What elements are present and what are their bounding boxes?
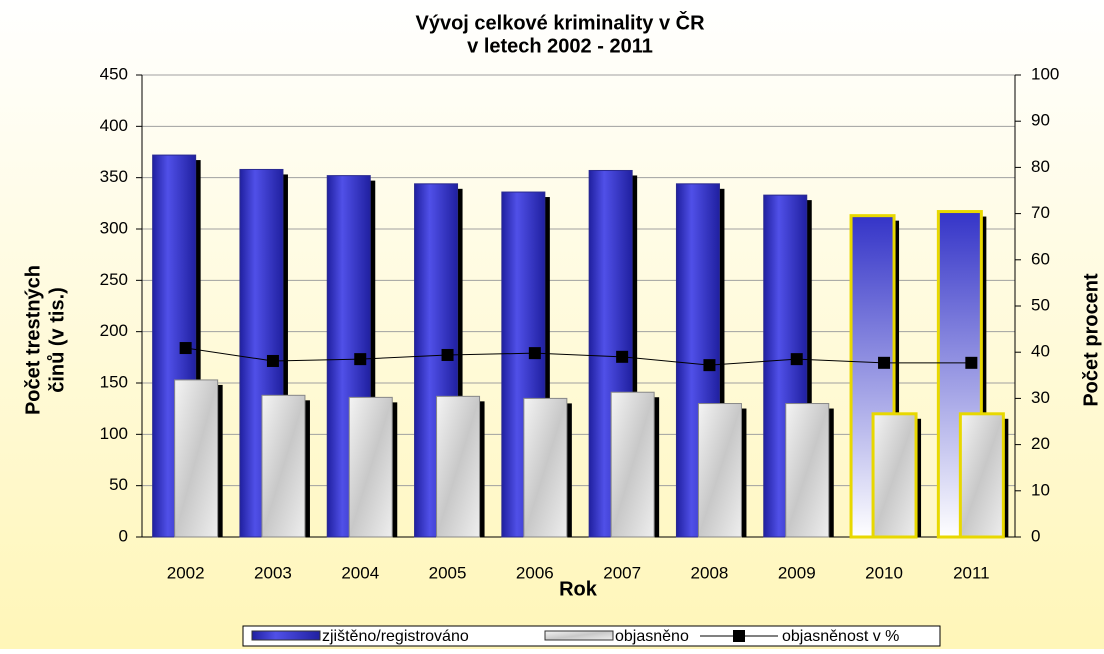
y-tick-label: 50: [109, 475, 128, 494]
y2-tick-label: 60: [1031, 249, 1050, 268]
y2-tick-label: 10: [1031, 480, 1050, 499]
marker: [266, 354, 279, 367]
marker: [441, 348, 454, 361]
legend-label: objasněno: [615, 628, 689, 645]
x-tick-label: 2009: [778, 563, 816, 582]
bar: [174, 379, 219, 538]
y-tick-label: 100: [100, 424, 128, 443]
x-tick-label: 2011: [953, 563, 990, 582]
x-axis-label: Rok: [559, 578, 598, 600]
bar: [261, 394, 306, 538]
y-axis-label-line: činů (v tis.): [46, 287, 68, 393]
y-tick-label: 200: [100, 321, 128, 340]
x-tick-label: 2004: [341, 563, 379, 582]
bar: [871, 412, 918, 539]
x-tick-label: 2003: [254, 563, 292, 582]
x-tick-label: 2010: [865, 563, 903, 582]
y-axis-label: Počet trestných činů (v tis.): [22, 265, 68, 415]
y-tick-label: 150: [100, 372, 128, 391]
marker: [703, 359, 716, 372]
legend-label: zjištěno/registrováno: [322, 628, 469, 645]
bar: [958, 412, 1005, 539]
y2-tick-label: 80: [1031, 157, 1050, 176]
x-tick-label: 2005: [429, 563, 467, 582]
bar: [436, 395, 481, 538]
x-tick-label: 2002: [167, 563, 205, 582]
y-tick-label: 300: [100, 218, 128, 237]
y2-axis-label-text: Počet procent: [1080, 273, 1102, 407]
marker: [528, 347, 541, 360]
line: [185, 347, 972, 366]
legend-marker: [733, 630, 745, 642]
chart-title: Vývoj celkové kriminality v ČR: [415, 10, 705, 34]
x-tick-label: 2008: [691, 563, 729, 582]
bar: [610, 391, 655, 538]
chart-title: v letech 2002 - 2011: [467, 35, 653, 57]
legend-label: objasněnost v %: [782, 628, 899, 645]
y2-tick-label: 50: [1031, 295, 1050, 314]
marker: [878, 356, 891, 369]
y2-tick-label: 90: [1031, 111, 1050, 130]
y-tick-label: 0: [119, 526, 128, 545]
x-tick-label: 2007: [603, 563, 641, 582]
y-tick-label: 250: [100, 270, 128, 289]
y2-tick-label: 20: [1031, 434, 1050, 453]
y-tick-label: 450: [100, 64, 128, 83]
marker: [790, 353, 803, 366]
y-tick-label: 400: [100, 116, 128, 135]
bar: [348, 396, 393, 538]
bar: [785, 403, 830, 538]
y2-axis-label: Počet procent: [1080, 273, 1102, 407]
y2-tick-label: 100: [1031, 64, 1059, 83]
marker: [179, 342, 192, 355]
legend-swatch: [251, 630, 321, 641]
marker: [965, 356, 978, 369]
bar: [523, 397, 568, 538]
y-tick-label: 350: [100, 167, 128, 186]
bar: [697, 403, 742, 538]
legend-swatch: [544, 630, 614, 641]
y2-tick-label: 0: [1031, 526, 1040, 545]
y2-tick-label: 40: [1031, 342, 1050, 361]
marker: [354, 353, 367, 366]
y-axis-label-line: Počet trestných: [22, 265, 44, 415]
marker: [616, 350, 629, 363]
y2-tick-label: 30: [1031, 388, 1050, 407]
x-tick-label: 2006: [516, 563, 554, 582]
y2-tick-label: 70: [1031, 203, 1050, 222]
